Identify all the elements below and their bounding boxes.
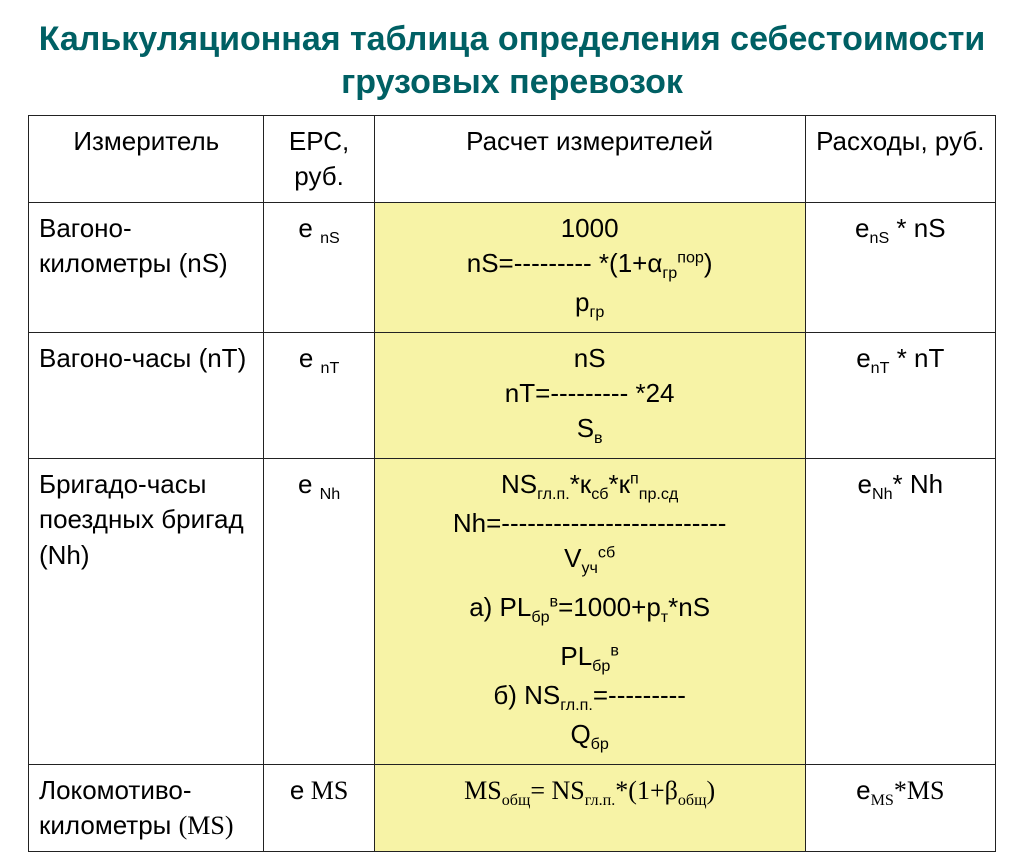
cell-ers: е nS <box>264 203 374 333</box>
cell-ers: е nT <box>264 333 374 459</box>
cell-expense: еnT * nT <box>805 333 995 459</box>
table-row: Вагоно-часы (nT) е nT nS nT=--------- *2… <box>29 333 996 459</box>
cell-ers: е Nh <box>264 459 374 765</box>
cell-measure: Вагоно-километры (nS) <box>29 203 264 333</box>
col-header-ers: ЕРС, руб. <box>264 116 374 203</box>
cell-calc: MSобщ= NSгл.п.*(1+βобщ) <box>374 765 805 852</box>
cell-measure: Бригадо-часы поездных бригад (Nh) <box>29 459 264 765</box>
cell-calc: NSгл.п.*ксб*кппр.сд Nh=-----------------… <box>374 459 805 765</box>
table-row: Локомотиво-километры (MS) е MS MSобщ= NS… <box>29 765 996 852</box>
col-header-calc: Расчет измерителей <box>374 116 805 203</box>
cell-calc: 1000 nS=--------- *(1+αгрпор) pгр <box>374 203 805 333</box>
cell-expense: еnS * nS <box>805 203 995 333</box>
page-title: Калькуляционная таблица определения себе… <box>28 18 996 103</box>
cost-table: Измеритель ЕРС, руб. Расчет измерителей … <box>28 115 996 852</box>
col-header-measure: Измеритель <box>29 116 264 203</box>
col-header-expense: Расходы, руб. <box>805 116 995 203</box>
cell-expense: еNh* Nh <box>805 459 995 765</box>
cell-expense: еMS*MS <box>805 765 995 852</box>
cell-measure: Вагоно-часы (nT) <box>29 333 264 459</box>
table-row: Бригадо-часы поездных бригад (Nh) е Nh N… <box>29 459 996 765</box>
cell-measure: Локомотиво-километры (MS) <box>29 765 264 852</box>
table-row: Вагоно-километры (nS) е nS 1000 nS=-----… <box>29 203 996 333</box>
table-header-row: Измеритель ЕРС, руб. Расчет измерителей … <box>29 116 996 203</box>
cell-ers: е MS <box>264 765 374 852</box>
cell-calc: nS nT=--------- *24 Sв <box>374 333 805 459</box>
